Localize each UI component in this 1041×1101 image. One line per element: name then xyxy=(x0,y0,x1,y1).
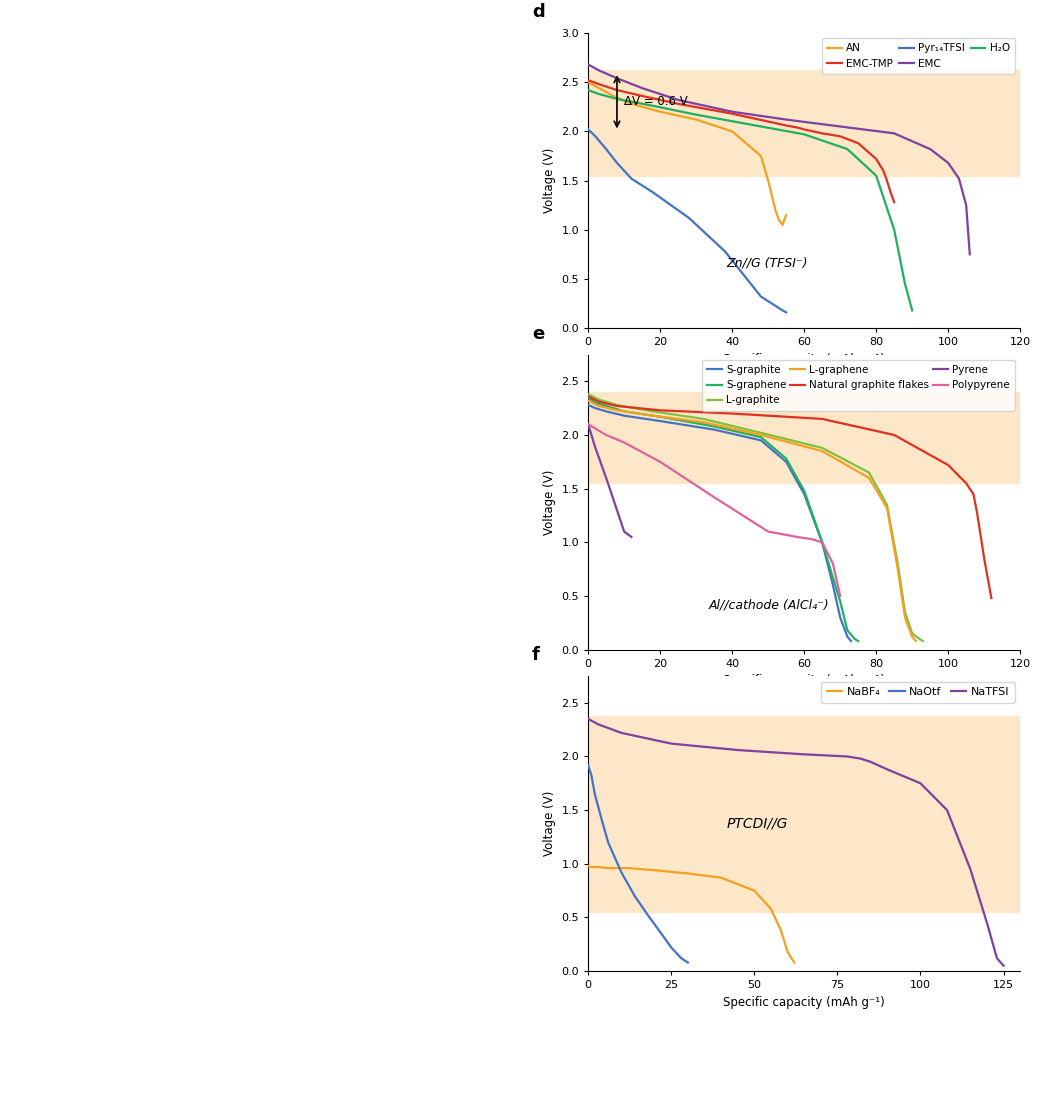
Text: ΔV = 0.6 V: ΔV = 0.6 V xyxy=(625,96,688,108)
Text: PTCDI//G: PTCDI//G xyxy=(727,817,788,830)
Legend: S-graphite, S-graphene, L-graphite, L-graphene, Natural graphite flakes, Pyrene,: S-graphite, S-graphene, L-graphite, L-gr… xyxy=(702,360,1015,411)
Bar xyxy=(588,70,1020,176)
Bar xyxy=(588,392,1020,483)
Text: e: e xyxy=(532,325,544,342)
Y-axis label: Voltage (V): Voltage (V) xyxy=(542,148,556,214)
Text: f: f xyxy=(532,646,540,664)
Text: Zn//G (TFSI⁻): Zn//G (TFSI⁻) xyxy=(727,257,808,270)
Text: Al//cathode (AlCl₄⁻): Al//cathode (AlCl₄⁻) xyxy=(709,599,830,612)
X-axis label: Specific capacity (mAh g⁻¹): Specific capacity (mAh g⁻¹) xyxy=(723,674,885,687)
X-axis label: Specific capacity (mAh g⁻¹): Specific capacity (mAh g⁻¹) xyxy=(723,995,885,1009)
Text: d: d xyxy=(532,3,544,21)
Legend: AN, EMC-TMP, Pyr₁₄TFSI, EMC, H₂O: AN, EMC-TMP, Pyr₁₄TFSI, EMC, H₂O xyxy=(822,39,1015,74)
Y-axis label: Voltage (V): Voltage (V) xyxy=(542,791,556,857)
Y-axis label: Voltage (V): Voltage (V) xyxy=(542,469,556,535)
X-axis label: Specific capacity (mAh g⁻¹): Specific capacity (mAh g⁻¹) xyxy=(723,352,885,366)
Legend: NaBF₄, NaOtf, NaTFSI: NaBF₄, NaOtf, NaTFSI xyxy=(821,682,1015,702)
Bar xyxy=(588,716,1020,912)
